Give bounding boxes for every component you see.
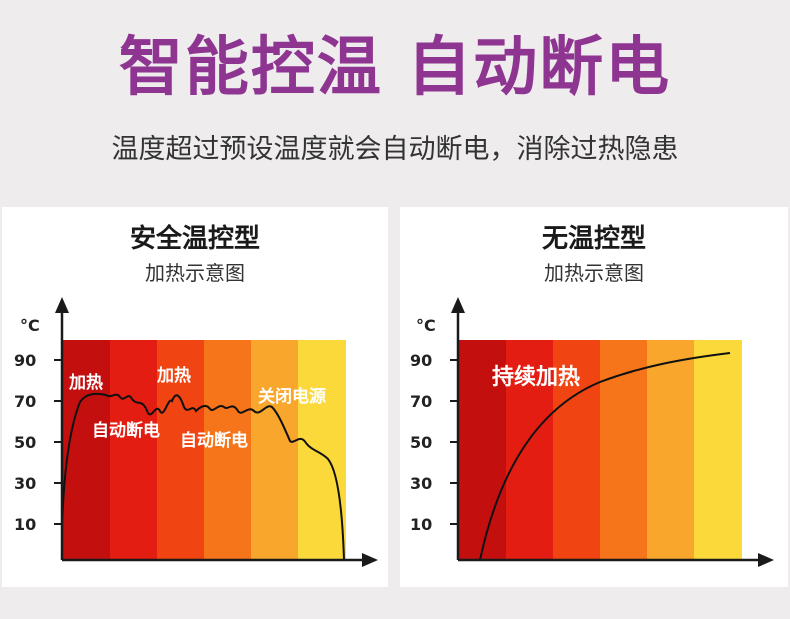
y-axis-arrow — [451, 297, 465, 313]
subline: 温度超过预设温度就会自动断电，消除过热隐患 — [111, 134, 679, 165]
band-1 — [458, 340, 506, 560]
temperature-bands — [458, 340, 742, 560]
band-6 — [694, 340, 742, 560]
band-5 — [647, 340, 694, 560]
x-axis — [458, 553, 774, 567]
band-4 — [600, 340, 647, 560]
y-axis — [451, 297, 465, 560]
card-title: 无温控型 — [541, 224, 646, 254]
unit-label: °C — [416, 316, 436, 335]
tick-label: 10 — [410, 515, 432, 534]
band-3 — [553, 340, 600, 560]
annotation-auto-off-1: 自动断电 — [92, 420, 160, 441]
heating-chart-left: °C 90 70 50 30 10 加热 加热 自动断电 自动断电 关闭电源 — [2, 207, 388, 587]
band-6 — [298, 340, 346, 560]
band-4 — [204, 340, 251, 560]
card-subtitle: 加热示意图 — [145, 261, 245, 285]
tick-label: 50 — [14, 433, 36, 452]
tick-label: 90 — [410, 351, 432, 370]
band-1 — [62, 340, 110, 560]
tick-label: 70 — [410, 392, 432, 411]
tick-label: 90 — [14, 351, 36, 370]
band-2 — [110, 340, 157, 560]
tick-label: 50 — [410, 433, 432, 452]
chart-svg: °C 90 70 50 30 10 持续加热 — [410, 297, 774, 567]
x-axis-arrow — [362, 553, 378, 567]
annotation-heat-1: 加热 — [68, 372, 103, 393]
tick-label: 10 — [14, 515, 36, 534]
annotation-continuous-heating: 持续加热 — [492, 364, 580, 390]
tick-label: 70 — [14, 392, 36, 411]
annotation-power-off: 关闭电源 — [258, 386, 326, 407]
unit-label: °C — [20, 316, 40, 335]
safe-temp-control-card: 安全温控型 加热示意图 °C — [2, 207, 388, 587]
band-3 — [157, 340, 204, 560]
card-title: 安全温控型 — [129, 224, 260, 254]
y-axis — [55, 297, 69, 560]
no-temp-control-card: 无温控型 加热示意图 °C — [400, 207, 788, 587]
headline: 智能控温 自动断电 — [118, 31, 672, 105]
chart-svg: °C 90 70 50 30 10 加热 加热 自动断电 自动断电 关闭电源 — [14, 297, 378, 567]
annotation-heat-2: 加热 — [156, 365, 191, 386]
card-subtitle: 加热示意图 — [544, 261, 644, 285]
heating-chart-right: °C 90 70 50 30 10 持续加热 — [400, 207, 788, 587]
y-ticks: 90 70 50 30 10 — [14, 351, 62, 534]
band-5 — [251, 340, 298, 560]
annotation-auto-off-2: 自动断电 — [180, 430, 248, 451]
continuous-heating-curve — [479, 352, 731, 561]
tick-label: 30 — [14, 474, 36, 493]
y-ticks: 90 70 50 30 10 — [410, 351, 458, 534]
temperature-bands — [62, 340, 346, 560]
y-axis-arrow — [55, 297, 69, 313]
x-axis-arrow — [758, 553, 774, 567]
tick-label: 30 — [410, 474, 432, 493]
x-axis — [62, 553, 378, 567]
band-2 — [506, 340, 553, 560]
heating-curve — [61, 392, 345, 561]
